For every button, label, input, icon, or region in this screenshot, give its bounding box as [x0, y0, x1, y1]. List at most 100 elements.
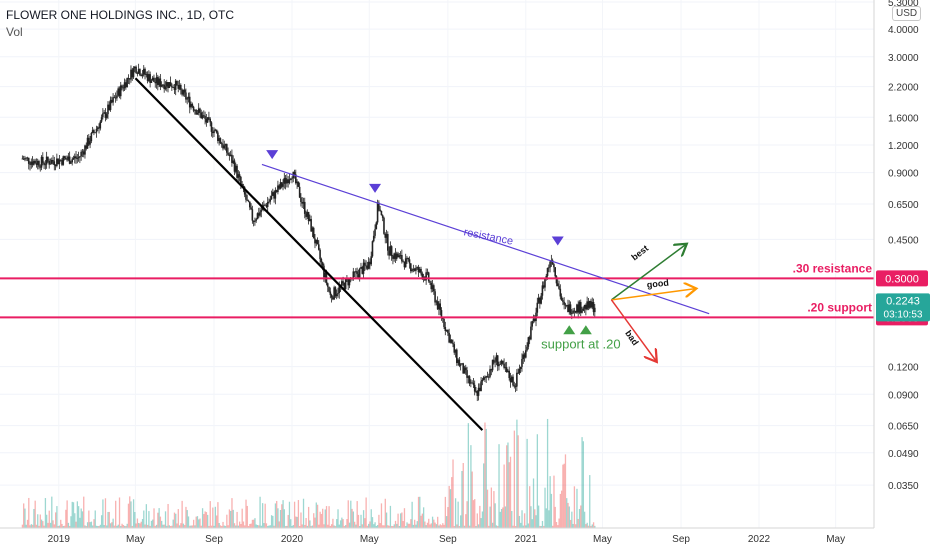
candle-body [190, 103, 192, 108]
volume-bar [479, 505, 481, 528]
volume-bar [241, 508, 243, 528]
candle-body [555, 276, 558, 284]
volume-bar [288, 501, 291, 528]
volume-bar [187, 516, 190, 528]
candle-body [383, 217, 385, 234]
volume-bar [95, 525, 98, 528]
candle-body [272, 192, 274, 196]
volume-bar [121, 523, 123, 528]
resistance-badge-text: 0.3000 [885, 273, 919, 285]
volume-bar [359, 525, 361, 528]
volume-bar [287, 514, 289, 528]
volume-bar [566, 498, 568, 528]
volume-bar [39, 514, 41, 528]
candle-body [112, 97, 114, 103]
volume-bar [370, 509, 372, 528]
volume-bar [497, 525, 499, 528]
candle-body [107, 104, 109, 115]
volume-bar [417, 496, 420, 528]
candle-body [528, 337, 531, 340]
volume-bar [525, 525, 527, 528]
candle-body [412, 268, 415, 270]
volume-bar [476, 513, 478, 528]
volume-bar [293, 501, 296, 528]
candle-body [328, 286, 330, 292]
candle-body [579, 302, 582, 313]
volume-bar [568, 506, 570, 528]
volume-bar [60, 519, 62, 528]
volume-bar [592, 522, 595, 528]
time-tick-6: 2021 [515, 534, 538, 545]
volume-bar [240, 523, 242, 528]
candle-body [131, 69, 134, 78]
candle-body [297, 181, 300, 187]
volume-bar [153, 508, 155, 528]
volume-bar [350, 500, 352, 528]
volume-bar [581, 437, 583, 528]
volume-bar [150, 520, 153, 528]
volume-bar [94, 510, 96, 528]
candle-body [540, 295, 542, 304]
volume-bar [393, 524, 395, 528]
candle-body [25, 157, 27, 159]
candle-body [341, 281, 343, 286]
symbol-title: FLOWER ONE HOLDINGS INC., 1D, OTC [6, 8, 235, 22]
candle-body [240, 176, 242, 185]
candle-body [456, 349, 458, 363]
volume-bar [263, 523, 265, 528]
volume-bar [163, 524, 165, 528]
candle-body [444, 327, 447, 332]
candle-body [250, 207, 252, 210]
volume-bar [31, 524, 34, 528]
volume-bar [255, 524, 257, 528]
volume-bar [544, 487, 546, 528]
currency-badge[interactable]: USD [892, 6, 922, 21]
volume-bar [374, 522, 376, 528]
candle-body [163, 84, 165, 90]
volume-bar [580, 505, 582, 528]
volume-bar [108, 511, 110, 528]
volume-bar [273, 525, 275, 528]
candle-body [499, 363, 502, 365]
volume-bar [414, 519, 416, 528]
volume-bar [346, 519, 348, 528]
price-tick-8: 0.4500 [888, 235, 919, 246]
candle-body [567, 304, 569, 313]
candle-body [21, 158, 24, 160]
candle-body [532, 318, 535, 322]
candle-body [49, 163, 52, 165]
candle-body [94, 132, 96, 134]
peak-marker-2 [551, 236, 564, 246]
volume-bar [410, 519, 412, 528]
volume-bar [470, 445, 472, 528]
volume-bar [154, 525, 156, 528]
volume-bar [35, 524, 38, 528]
volume-bar [319, 511, 321, 528]
candle-body [199, 108, 201, 113]
candle-body [404, 258, 407, 268]
volume-bar [491, 522, 494, 528]
candle-body [344, 278, 347, 290]
peak-marker-1 [369, 183, 382, 193]
volume-bar [258, 525, 260, 528]
volume-bar [175, 513, 177, 528]
candle-body [581, 310, 583, 313]
volume-bar [398, 525, 401, 528]
candle-body [481, 379, 484, 382]
candle-body [533, 318, 536, 322]
candle-body [413, 268, 416, 271]
candle-body [527, 337, 530, 347]
candle-body [513, 385, 516, 387]
volume-bar [301, 524, 303, 528]
candle-body [429, 281, 431, 283]
volume-bar [236, 511, 238, 528]
volume-bar [576, 488, 578, 528]
candle-body [505, 367, 508, 373]
volume-bar [385, 512, 388, 528]
volume-bar [276, 500, 278, 528]
candle-body [237, 174, 240, 178]
volume-bar [543, 525, 545, 528]
candle-body [436, 301, 439, 310]
candle-body [159, 78, 162, 87]
